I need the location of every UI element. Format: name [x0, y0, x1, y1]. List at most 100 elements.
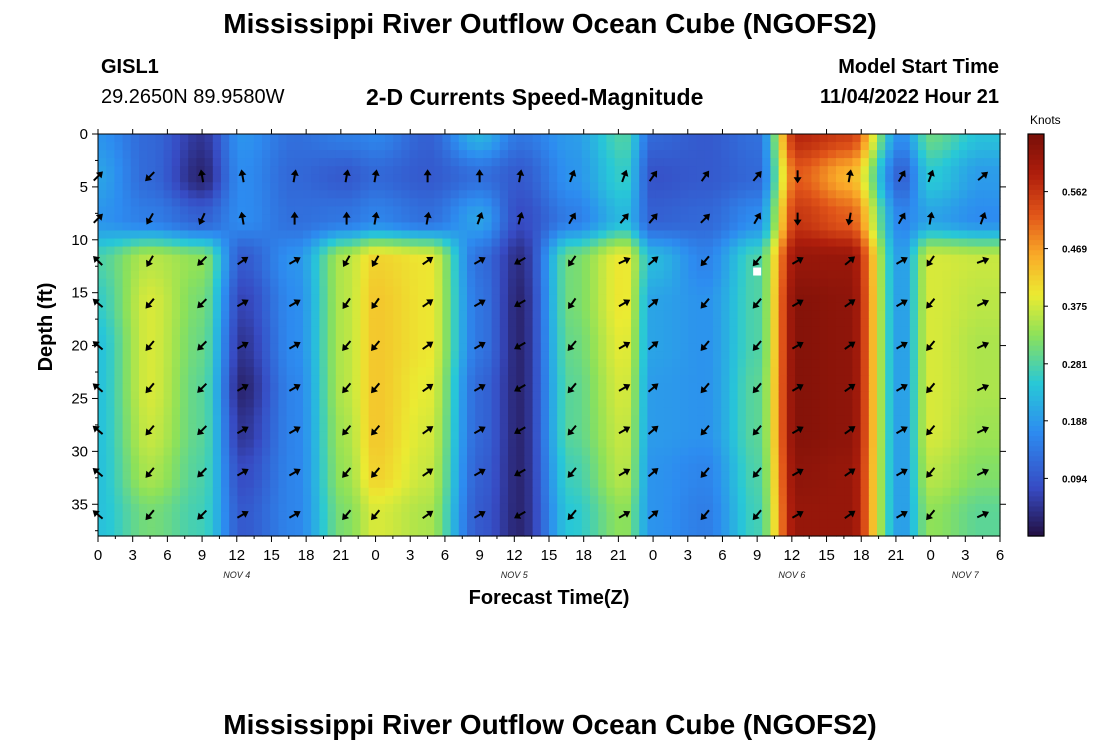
- heatmap-cell: [417, 254, 427, 264]
- heatmap-cell: [204, 302, 214, 312]
- heatmap-cell: [614, 343, 624, 352]
- heatmap-cell: [360, 471, 370, 481]
- heatmap-cell: [114, 310, 124, 320]
- heatmap-cell: [483, 447, 493, 457]
- heatmap-cell: [196, 246, 206, 256]
- heatmap-cell: [704, 150, 714, 159]
- heatmap-cell: [253, 174, 263, 183]
- heatmap-cell: [376, 455, 386, 465]
- heatmap-cell: [417, 150, 427, 159]
- heatmap-cell: [688, 447, 698, 457]
- heatmap-cell: [926, 166, 935, 175]
- heatmap-cell: [893, 158, 903, 167]
- heatmap-cell: [204, 326, 214, 336]
- heatmap-cell: [270, 359, 279, 368]
- heatmap-cell: [688, 302, 698, 312]
- heatmap-cell: [737, 166, 747, 175]
- heatmap-cell: [499, 439, 509, 449]
- heatmap-cell: [188, 383, 197, 392]
- heatmap-cell: [778, 134, 788, 143]
- heatmap-cell: [475, 447, 484, 457]
- heatmap-cell: [540, 399, 550, 408]
- heatmap-cell: [540, 415, 550, 425]
- heatmap-cell: [926, 278, 935, 288]
- heatmap-cell: [729, 399, 739, 408]
- heatmap-cell: [360, 254, 370, 264]
- heatmap-cell: [483, 391, 493, 400]
- heatmap-cell: [877, 294, 886, 304]
- heatmap-cell: [106, 375, 115, 384]
- heatmap-cell: [762, 471, 771, 481]
- heatmap-cell: [237, 294, 247, 304]
- heatmap-cell: [762, 335, 771, 344]
- heatmap-cell: [335, 439, 345, 449]
- heatmap-cell: [311, 230, 320, 240]
- heatmap-cell: [286, 158, 296, 167]
- heatmap-cell: [770, 262, 780, 272]
- heatmap-cell: [278, 190, 288, 199]
- heatmap-cell: [836, 439, 845, 449]
- heatmap-cell: [852, 351, 862, 360]
- heatmap-cell: [311, 375, 320, 384]
- heatmap-cell: [171, 455, 181, 465]
- heatmap-cell: [754, 487, 763, 497]
- heatmap-cell: [467, 150, 476, 159]
- heatmap-cell: [795, 230, 804, 240]
- heatmap-cell: [147, 230, 156, 240]
- heatmap-cell: [106, 487, 115, 497]
- heatmap-cell: [483, 246, 493, 256]
- heatmap-cell: [508, 326, 517, 336]
- heatmap-cell: [171, 335, 181, 344]
- heatmap-cell: [762, 182, 771, 191]
- heatmap-cell: [663, 407, 673, 416]
- heatmap-cell: [737, 294, 747, 304]
- heatmap-cell: [229, 262, 238, 272]
- heatmap-cell: [786, 439, 796, 449]
- heatmap-cell: [614, 158, 624, 167]
- heatmap-cell: [393, 262, 402, 272]
- heatmap-cell: [795, 270, 804, 280]
- heatmap-cell: [581, 383, 591, 392]
- heatmap-cell: [704, 270, 714, 280]
- heatmap-cell: [819, 302, 829, 312]
- heatmap-cell: [885, 286, 894, 296]
- heatmap-cell: [229, 487, 238, 497]
- heatmap-cell: [590, 158, 599, 167]
- heatmap-cell: [942, 487, 952, 497]
- heatmap-cell: [360, 439, 370, 449]
- heatmap-cell: [868, 222, 878, 232]
- heatmap-cell: [950, 310, 960, 320]
- heatmap-cell: [754, 238, 763, 248]
- heatmap-cell: [704, 238, 714, 248]
- heatmap-cell: [647, 270, 657, 280]
- heatmap-cell: [770, 182, 780, 191]
- heatmap-cell: [573, 214, 583, 224]
- heatmap-cell: [204, 182, 214, 191]
- heatmap-cell: [811, 343, 821, 352]
- heatmap-cell: [401, 391, 411, 400]
- heatmap-cell: [221, 190, 230, 199]
- heatmap-cell: [795, 206, 804, 215]
- heatmap-cell: [967, 351, 976, 360]
- heatmap-cell: [262, 174, 271, 183]
- heatmap-cell: [499, 343, 509, 352]
- heatmap-cell: [770, 439, 780, 449]
- heatmap-cell: [565, 431, 575, 441]
- heatmap-cell: [106, 190, 115, 199]
- heatmap-cell: [508, 302, 517, 312]
- heatmap-cell: [458, 206, 468, 215]
- heatmap-cell: [491, 383, 501, 392]
- heatmap-cell: [434, 142, 443, 151]
- heatmap-cell: [885, 206, 894, 215]
- heatmap-cell: [409, 286, 419, 296]
- heatmap-cell: [467, 206, 476, 215]
- heatmap-cell: [139, 190, 148, 199]
- heatmap-cell: [729, 383, 739, 392]
- heatmap-cell: [467, 439, 476, 449]
- heatmap-cell: [483, 487, 493, 497]
- heatmap-cell: [278, 375, 288, 384]
- heatmap-cell: [229, 214, 238, 224]
- heatmap-cell: [737, 383, 747, 392]
- heatmap-cell: [147, 238, 156, 248]
- heatmap-cell: [409, 455, 419, 465]
